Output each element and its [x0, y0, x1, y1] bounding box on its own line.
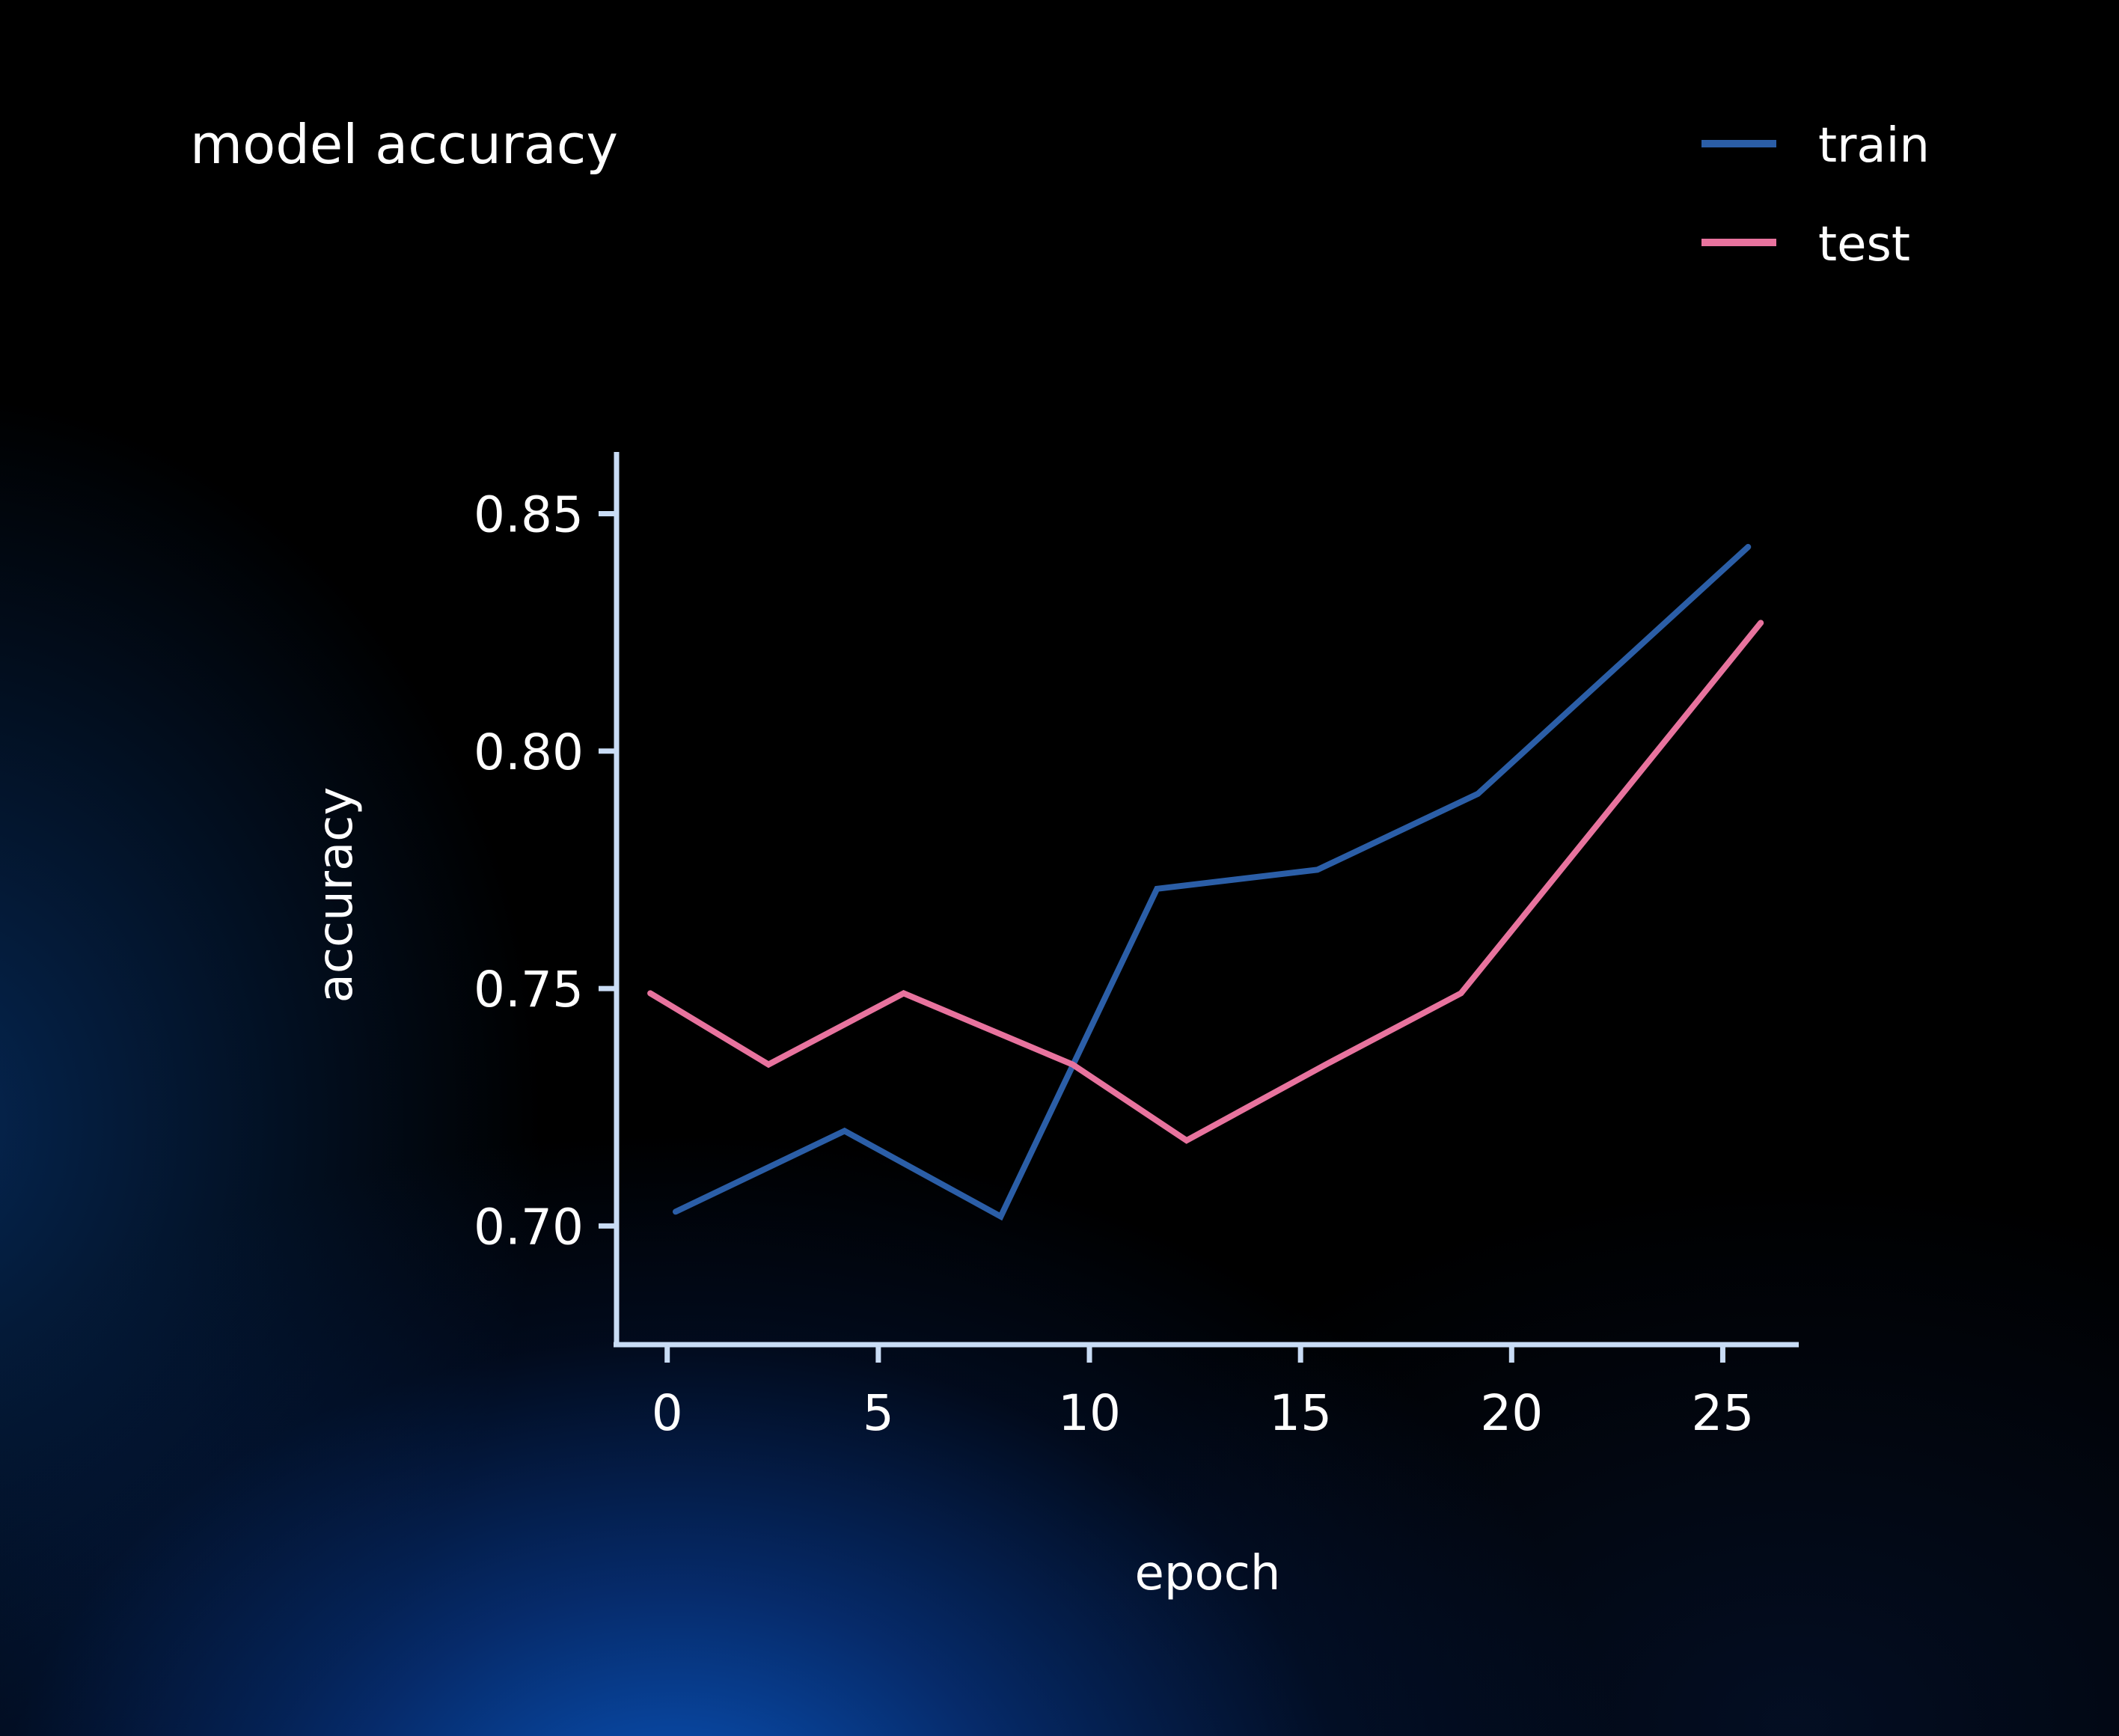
legend-label-train: train	[1818, 118, 1930, 174]
series-line-train	[673, 543, 1752, 1221]
x-tick-label: 10	[1058, 1384, 1121, 1442]
x-ticks: 0 5 10 15 20 25	[652, 1345, 1754, 1442]
x-axis-label: epoch	[1135, 1546, 1281, 1601]
y-axis-label: accuracy	[308, 787, 364, 1003]
y-tick-label: 0.80	[474, 724, 584, 781]
y-tick-label: 0.70	[474, 1198, 584, 1256]
series-layer	[647, 543, 1764, 1221]
x-tick-label: 20	[1480, 1384, 1543, 1442]
x-tick-label: 0	[652, 1384, 683, 1442]
x-tick-label: 5	[863, 1384, 894, 1442]
legend-label-test: test	[1818, 217, 1910, 272]
legend: train test	[1701, 118, 1930, 272]
x-tick-label: 25	[1691, 1384, 1754, 1442]
y-tick-label: 0.85	[474, 486, 584, 543]
chart-title: model accuracy	[190, 113, 618, 176]
y-ticks: 0.70 0.75 0.80 0.85	[474, 486, 617, 1256]
series-line-test	[647, 620, 1764, 1144]
y-tick-label: 0.75	[474, 961, 584, 1018]
x-tick-label: 15	[1269, 1384, 1332, 1442]
